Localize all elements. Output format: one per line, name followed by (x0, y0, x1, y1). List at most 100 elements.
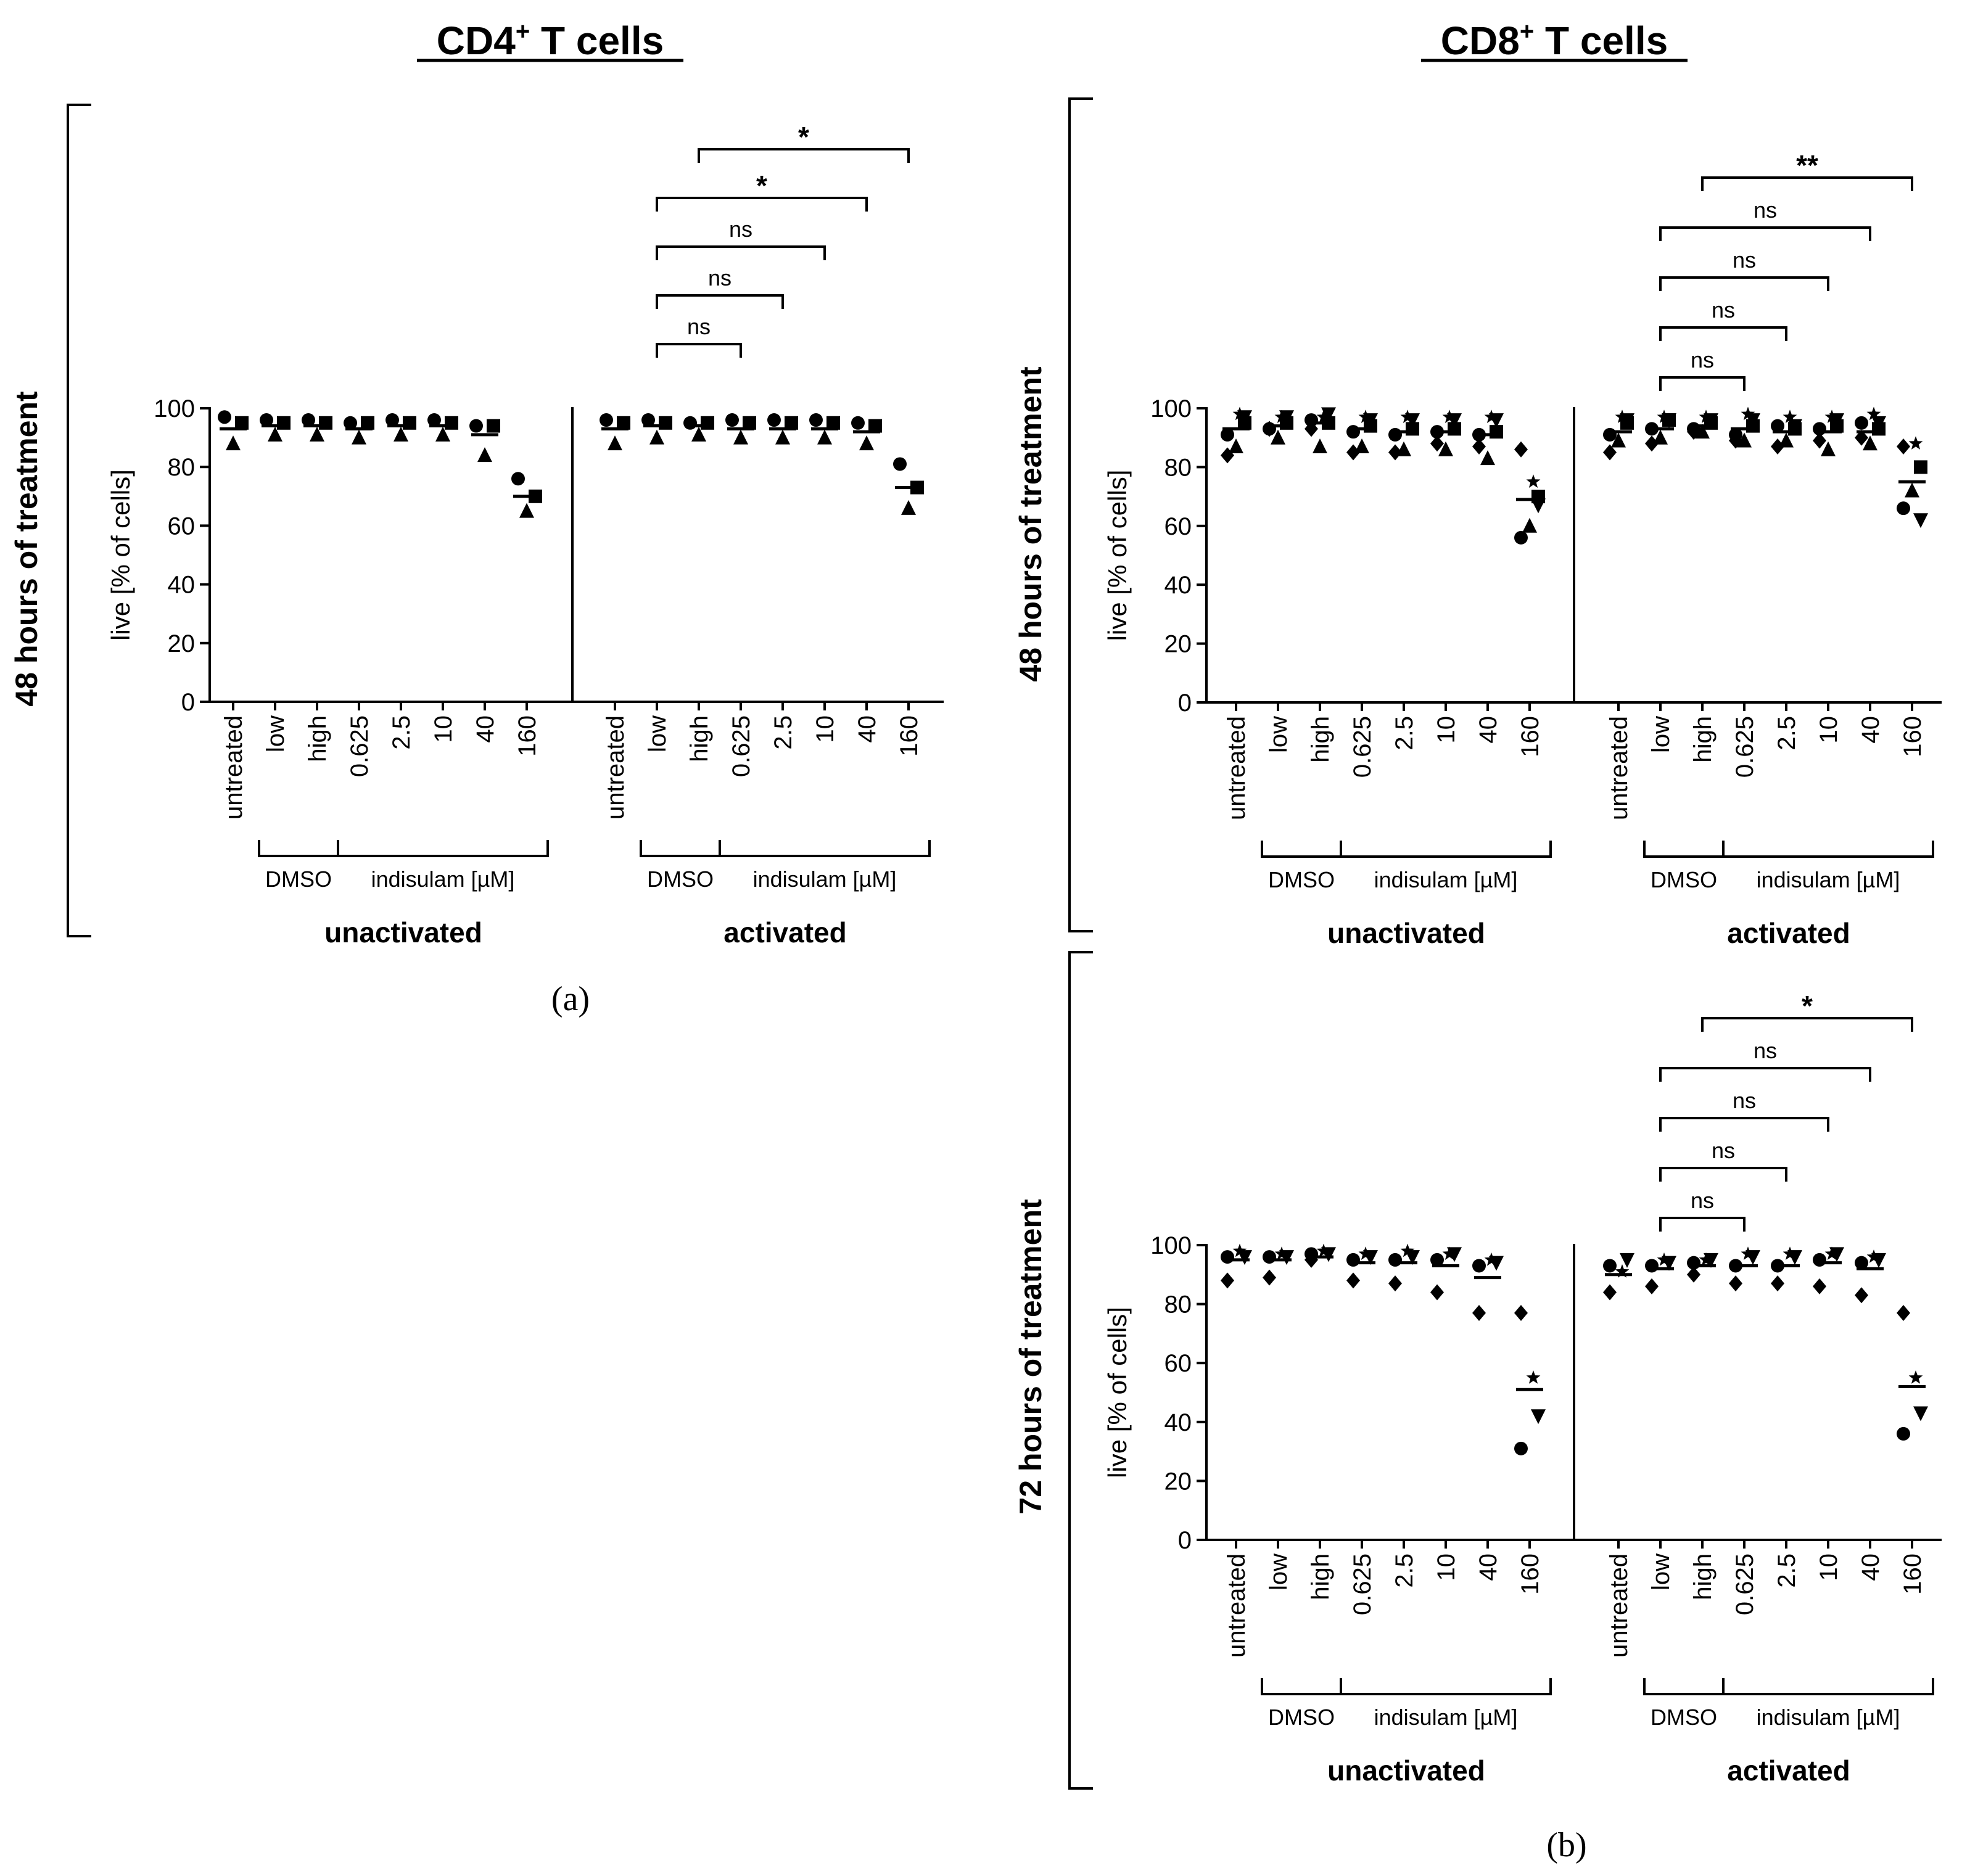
cd4-48h-y-tick-label: 0 (181, 689, 195, 716)
cd4-48h-point-square (319, 416, 332, 430)
cd8-48h-point-star (1484, 409, 1499, 423)
cd8-72h-point-diamond (1645, 1278, 1659, 1294)
cd8-48h-x-tick-label: 160 (1517, 716, 1544, 757)
cd4-48h-point-square (785, 416, 798, 430)
cd4-48h-point-circle (893, 457, 907, 471)
cd8-48h-point-circle (1771, 419, 1784, 433)
cd4-48h-point-circle (809, 413, 823, 427)
cd8-48h-treatment-bracket (1643, 841, 1934, 858)
cd8-48h-comparison-label: ns (1733, 247, 1756, 273)
cd8-72h-point-star (1232, 1243, 1247, 1257)
cd8-48h-point-diamond (1388, 444, 1402, 461)
cd8-72h-indisulam-label: indisulam [µM] (1374, 1705, 1518, 1730)
cd8-48h-point-triangle (1695, 424, 1710, 439)
plot-cd8-72h: 0 20 40 60 80 100 live [% of cells] untreated lo… (1103, 990, 1942, 1787)
panel-label-b: (b) (1546, 1826, 1586, 1864)
cd4-48h-point-circle (725, 413, 739, 427)
cd4-48h-point-square (235, 416, 249, 430)
cd8-48h-y-axis-label: live [% of cells] (1103, 470, 1132, 641)
cd4-title-sup: + (516, 18, 530, 45)
cd8-72h-point-circle (1897, 1426, 1910, 1441)
cd8-48h-y-tick-label: 40 (1164, 572, 1192, 599)
cd8-48h-point-diamond (1221, 447, 1234, 464)
cd4-48h-point-circle (344, 416, 357, 430)
row-bracket-cd8-48h (1068, 97, 1093, 932)
cd8-72h-x-tick-label: low (1265, 1553, 1292, 1590)
cd8-48h-point-triangle-down (1531, 498, 1546, 514)
cd4-48h-point-square (361, 416, 374, 430)
cd8-72h-point-diamond (1430, 1284, 1444, 1301)
cd8-72h-comparison-label: * (1802, 990, 1813, 1022)
row-label-cd8-48h: 48 hours of treatment (1013, 366, 1048, 682)
cd8-72h-y-tick-label: 20 (1164, 1468, 1192, 1495)
cd8-72h-point-diamond (1687, 1266, 1700, 1283)
cd8-48h-comparison-bracket (1659, 326, 1787, 341)
cd4-48h-comparison-bracket (656, 294, 784, 309)
cd8-72h-x-tick-label: 10 (1433, 1553, 1460, 1581)
cd8-72h-x-tick-label: 10 (1815, 1553, 1842, 1581)
cd4-48h-point-triangle (859, 435, 874, 451)
cd8-72h-treatment-bracket (1643, 1678, 1934, 1695)
cd8-72h-group-label-unactivated: unactivated (1327, 1755, 1485, 1787)
cd4-48h-x-tick-label: 0.625 (728, 715, 755, 777)
cd8-72h-point-circle (1603, 1259, 1617, 1273)
cd4-48h-point-triangle (519, 503, 534, 518)
cd8-72h-x-tick-label: high (1307, 1553, 1334, 1600)
cd8-72h-point-diamond (1813, 1278, 1826, 1294)
cd8-48h-point-diamond (1430, 435, 1444, 452)
cd8-48h-point-triangle (1779, 432, 1794, 448)
cd4-48h-y-axis-label: live [% of cells] (106, 469, 135, 641)
cd4-48h-dmso-label: DMSO (265, 866, 332, 892)
cd8-72h-x-tick-label: 40 (1857, 1553, 1884, 1581)
cd8-48h-x-tick-label: untreated (1223, 716, 1250, 820)
cd8-72h-x-tick-label: 0.625 (1731, 1553, 1758, 1615)
cd8-72h-x-tick-label: 40 (1475, 1553, 1502, 1581)
cd8-72h-comparison-bracket (1659, 1117, 1829, 1132)
cd8-48h-y-tick-label: 20 (1164, 631, 1192, 658)
cd4-48h-y-tick-label: 20 (168, 630, 196, 657)
cd8-72h-y-axis-label: live [% of cells] (1103, 1307, 1132, 1478)
cd8-48h-point-star (1657, 409, 1671, 423)
panel-label-a: (a) (551, 980, 590, 1018)
cd4-48h-point-circle (385, 413, 399, 427)
cd8-48h-point-triangle (1653, 429, 1668, 445)
cd8-48h-point-circle (1603, 427, 1617, 442)
cd4-48h-point-circle (641, 413, 655, 427)
cd8-72h-point-diamond (1221, 1272, 1234, 1289)
cd4-48h-comparison-bracket (656, 343, 742, 358)
cd4-48h-indisulam-label: indisulam [µM] (753, 866, 897, 892)
cd4-48h-x-tick-label: 10 (430, 715, 457, 743)
cd4-48h-point-triangle (226, 435, 241, 451)
cd8-48h-point-star (1274, 409, 1289, 423)
cd4-48h-point-square (445, 416, 458, 430)
cd8-72h-x-tick-label: 2.5 (1773, 1553, 1800, 1588)
cd8-72h-point-diamond (1603, 1284, 1617, 1301)
cd8-72h-point-triangle-down (1620, 1253, 1634, 1268)
cd4-48h-x-tick-label: 160 (896, 715, 923, 757)
cd8-48h-point-star (1442, 409, 1457, 423)
cd8-48h-point-triangle (1229, 438, 1243, 454)
cd4-48h-x-tick-label: untreated (602, 715, 629, 820)
cd4-48h-point-square (868, 419, 882, 433)
cd8-48h-point-diamond (1514, 441, 1528, 458)
cd8-48h-point-star (1358, 409, 1373, 423)
cd8-48h-x-tick-label: 0.625 (1731, 716, 1758, 778)
cd8-72h-x-tick-label: 160 (1899, 1553, 1926, 1595)
cd4-48h-point-triangle (608, 435, 622, 451)
cd4-48h-point-triangle (394, 426, 408, 442)
cd8-48h-point-circle (1514, 530, 1528, 545)
cd8-48h-point-diamond (1855, 429, 1868, 446)
cd4-48h-dmso-label: DMSO (647, 866, 714, 892)
cd4-48h-point-square (743, 416, 756, 430)
cd4-48h-comparison-bracket (698, 148, 910, 163)
cd8-title-main: CD8 (1441, 19, 1520, 63)
cd8-48h-point-star (1232, 406, 1247, 421)
cd8-48h-comparison-bracket (1659, 226, 1871, 241)
cd4-48h-y-tick-label: 80 (168, 454, 196, 481)
cd4-48h-point-circle (260, 413, 273, 427)
cd4-48h-x-tick-label: 40 (854, 715, 881, 743)
cd8-48h-point-circle (1346, 425, 1360, 439)
cd8-48h-x-tick-label: high (1307, 716, 1334, 763)
cd8-48h-point-circle (1897, 501, 1910, 516)
